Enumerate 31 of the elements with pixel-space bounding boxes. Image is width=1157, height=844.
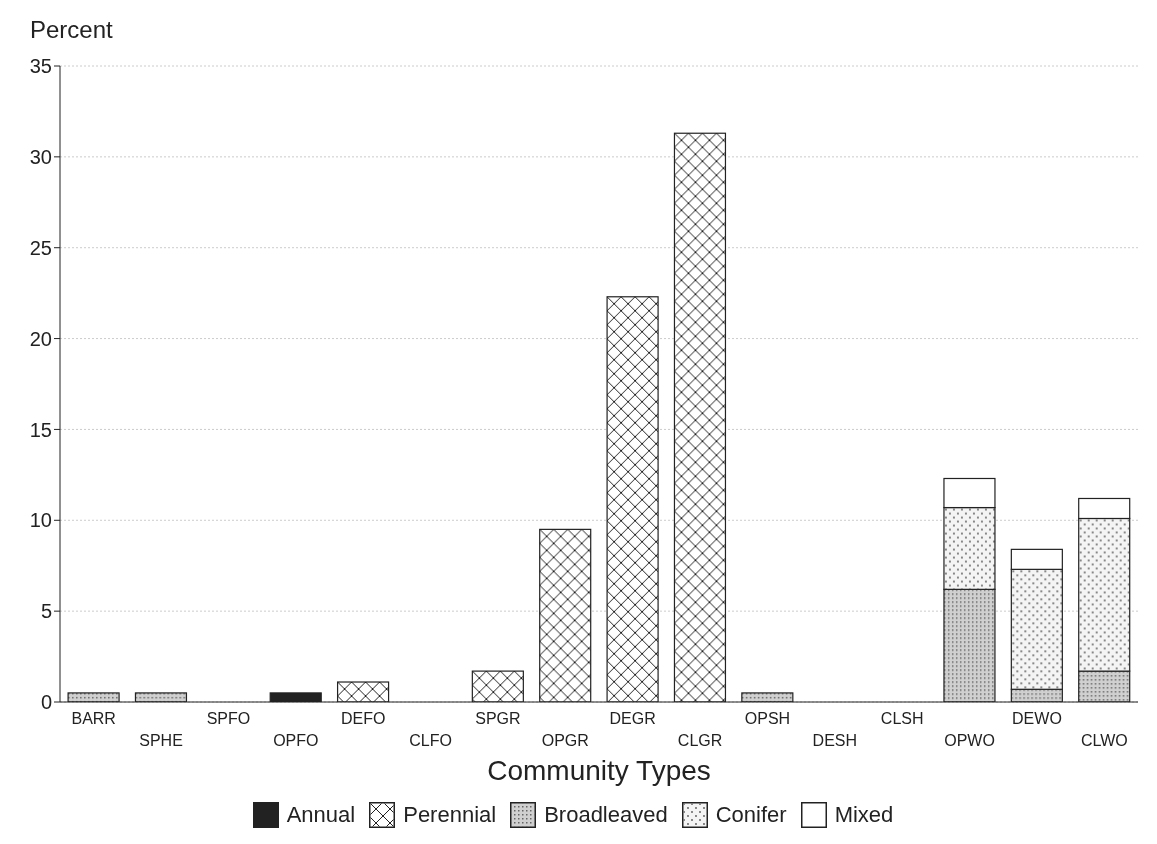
legend-label: Broadleaved (543, 802, 668, 828)
legend-label: Mixed (833, 802, 894, 828)
x-tick-label: DESH (812, 732, 858, 749)
x-tick-label: SPFO (206, 710, 251, 727)
y-tick-label: 15 (29, 418, 52, 441)
x-tick-label: BARR (71, 710, 116, 727)
y-tick-label: 25 (29, 236, 52, 259)
x-tick-label: OPWO (944, 732, 995, 749)
x-tick-label: DEWO (1012, 710, 1062, 727)
y-tick-label: 10 (29, 509, 52, 532)
x-tick-label: CLWO (1080, 732, 1128, 749)
x-tick-label: OPSH (744, 710, 791, 727)
y-tick-label: 0 (40, 691, 52, 714)
x-tick-label: CLFO (409, 732, 452, 749)
legend-label: Annual (285, 802, 356, 828)
y-tick-label: 30 (29, 145, 52, 168)
x-tick-label: OPFO (273, 732, 319, 749)
x-tick-label: SPGR (475, 710, 521, 727)
y-tick-label: 5 (40, 600, 52, 623)
legend-label: Perennial (402, 802, 497, 828)
x-tick-label: CLSH (880, 710, 924, 727)
x-tick-label: DEGR (609, 710, 656, 727)
y-tick-label: 35 (29, 55, 52, 78)
x-tick-label: OPGR (541, 732, 589, 749)
y-tick-label: 20 (29, 327, 52, 350)
legend-label: Conifer (714, 802, 787, 828)
x-axis-title: Community Types (487, 755, 711, 786)
x-tick-label: CLGR (677, 732, 723, 749)
y-axis-title: Percent (30, 16, 113, 44)
x-tick-label: SPHE (139, 732, 183, 749)
x-tick-label: DEFO (340, 710, 386, 727)
